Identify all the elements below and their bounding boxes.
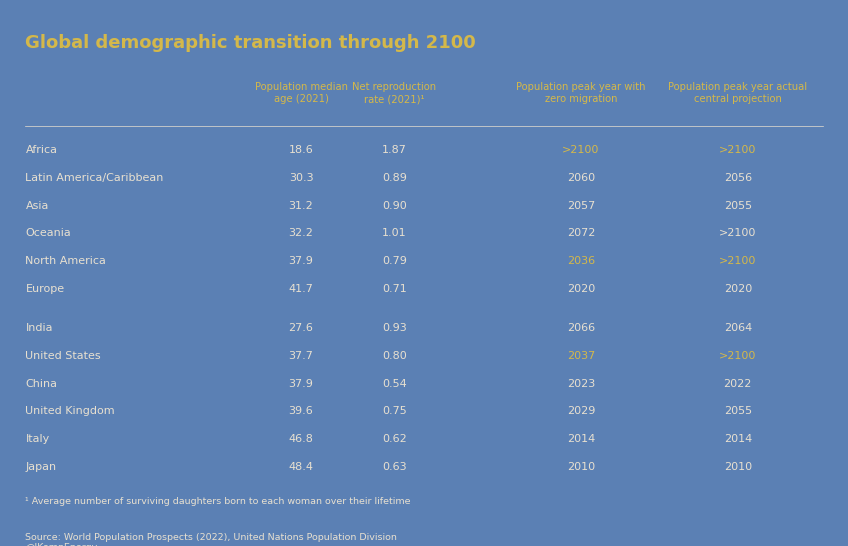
Text: 39.6: 39.6	[288, 406, 314, 417]
Text: 2022: 2022	[723, 379, 752, 389]
Text: Asia: Asia	[25, 201, 49, 211]
Text: Global demographic transition through 2100: Global demographic transition through 21…	[25, 34, 477, 52]
Text: 37.9: 37.9	[288, 256, 314, 266]
Text: 2010: 2010	[566, 462, 595, 472]
Text: 2020: 2020	[566, 284, 595, 294]
Text: Italy: Italy	[25, 434, 50, 444]
Text: 2055: 2055	[723, 406, 752, 417]
Text: 0.93: 0.93	[382, 323, 407, 334]
Text: 32.2: 32.2	[288, 228, 314, 239]
Text: 0.63: 0.63	[382, 462, 407, 472]
Text: 2014: 2014	[566, 434, 595, 444]
Text: Europe: Europe	[25, 284, 64, 294]
Text: 0.75: 0.75	[382, 406, 407, 417]
Text: 30.3: 30.3	[288, 173, 314, 183]
Text: 1.01: 1.01	[382, 228, 407, 239]
Text: 0.71: 0.71	[382, 284, 407, 294]
Text: 0.80: 0.80	[382, 351, 407, 361]
Text: ¹ Average number of surviving daughters born to each woman over their lifetime: ¹ Average number of surviving daughters …	[25, 497, 411, 506]
Text: >2100: >2100	[719, 228, 756, 239]
Text: 37.7: 37.7	[288, 351, 314, 361]
Text: Oceania: Oceania	[25, 228, 71, 239]
Text: Net reproduction
rate (2021)¹: Net reproduction rate (2021)¹	[352, 82, 437, 104]
Text: 0.54: 0.54	[382, 379, 407, 389]
Text: 2066: 2066	[566, 323, 595, 334]
Text: United States: United States	[25, 351, 101, 361]
Text: 2036: 2036	[566, 256, 595, 266]
Text: 2029: 2029	[566, 406, 595, 417]
Text: 18.6: 18.6	[288, 145, 314, 156]
Text: 0.89: 0.89	[382, 173, 407, 183]
Text: 46.8: 46.8	[288, 434, 314, 444]
Text: >2100: >2100	[719, 256, 756, 266]
Text: Japan: Japan	[25, 462, 57, 472]
Text: 2023: 2023	[566, 379, 595, 389]
Text: Population median
age (2021): Population median age (2021)	[254, 82, 348, 104]
Text: 37.9: 37.9	[288, 379, 314, 389]
Text: China: China	[25, 379, 58, 389]
Text: Source: World Population Prospects (2022), United Nations Population Division
@J: Source: World Population Prospects (2022…	[25, 533, 398, 546]
Text: 2057: 2057	[566, 201, 595, 211]
Text: 0.62: 0.62	[382, 434, 407, 444]
Text: 27.6: 27.6	[288, 323, 314, 334]
Text: 2055: 2055	[723, 201, 752, 211]
Text: Latin America/Caribbean: Latin America/Caribbean	[25, 173, 164, 183]
Text: >2100: >2100	[719, 351, 756, 361]
Text: United Kingdom: United Kingdom	[25, 406, 115, 417]
Text: 2020: 2020	[723, 284, 752, 294]
Text: 2060: 2060	[566, 173, 595, 183]
Text: India: India	[25, 323, 53, 334]
Text: 1.87: 1.87	[382, 145, 407, 156]
Text: 0.79: 0.79	[382, 256, 407, 266]
Text: 2010: 2010	[723, 462, 752, 472]
Text: >2100: >2100	[562, 145, 600, 156]
Text: 41.7: 41.7	[288, 284, 314, 294]
Text: 2064: 2064	[723, 323, 752, 334]
Text: Population peak year with
zero migration: Population peak year with zero migration	[516, 82, 645, 104]
Text: 2072: 2072	[566, 228, 595, 239]
Text: 2056: 2056	[723, 173, 752, 183]
Text: >2100: >2100	[719, 145, 756, 156]
Text: 2037: 2037	[566, 351, 595, 361]
Text: 31.2: 31.2	[288, 201, 314, 211]
Text: 2014: 2014	[723, 434, 752, 444]
Text: 0.90: 0.90	[382, 201, 407, 211]
Text: Africa: Africa	[25, 145, 58, 156]
Text: 48.4: 48.4	[288, 462, 314, 472]
Text: Population peak year actual
central projection: Population peak year actual central proj…	[668, 82, 807, 104]
Text: North America: North America	[25, 256, 106, 266]
